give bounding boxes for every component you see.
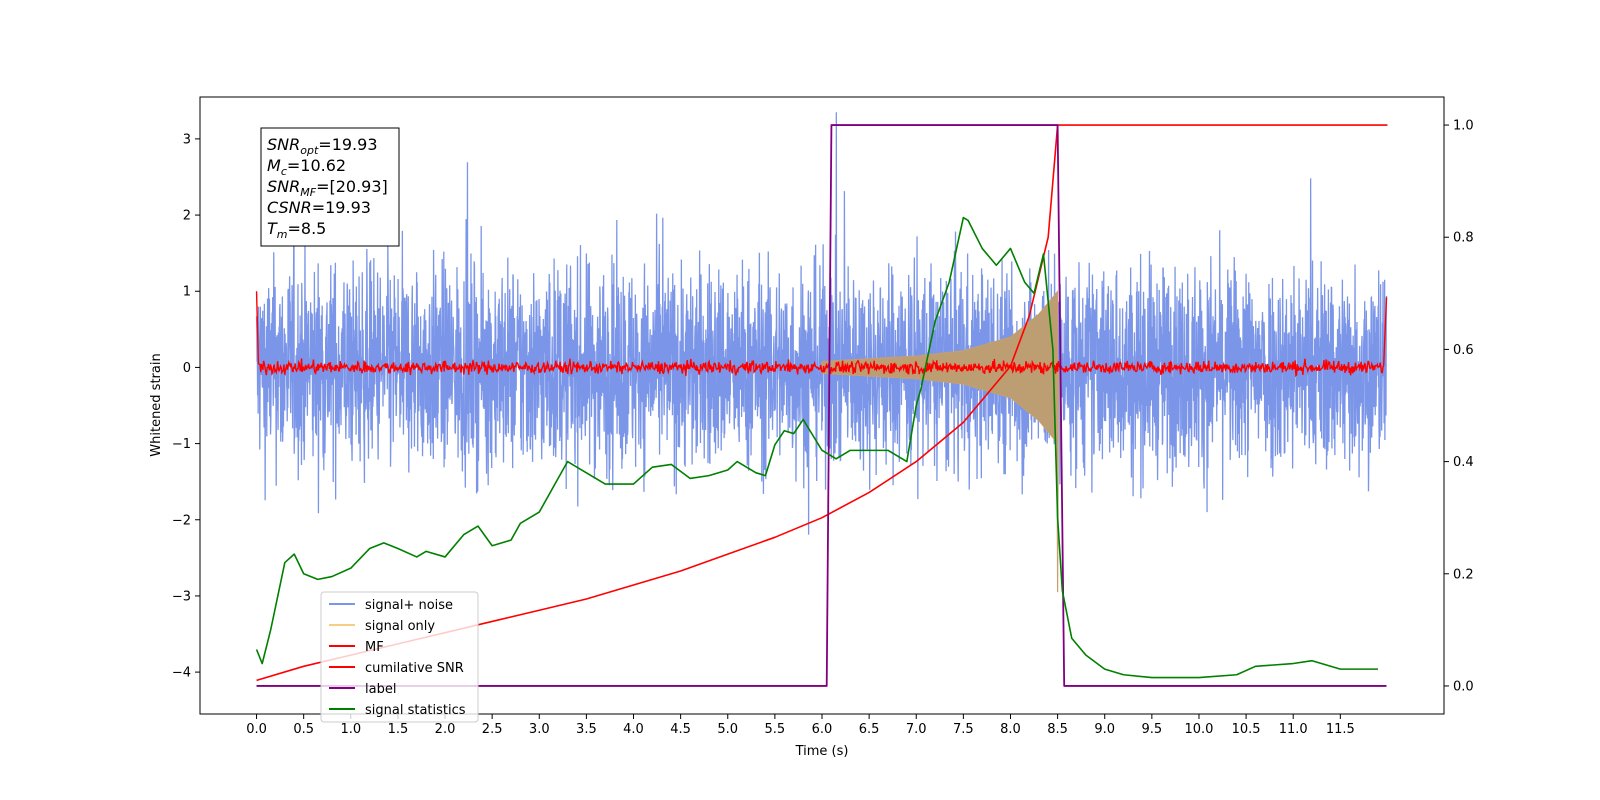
y2-tick-label: 1.0	[1453, 119, 1474, 134]
y-tick-label: −1	[172, 437, 191, 452]
legend-entry: signal+ noise	[365, 598, 453, 613]
legend-entry: label	[365, 682, 396, 697]
x-tick-label: 8.0	[1000, 722, 1021, 737]
y2-tick-label: 0.2	[1453, 567, 1474, 582]
x-tick-label: 5.0	[717, 722, 738, 737]
y-axis-right: 1.0 0.8 0.6 0.4 0.2 0.0	[1444, 119, 1474, 694]
series-mf	[255, 291, 1388, 378]
legend-entry: signal only	[365, 619, 435, 634]
x-tick-label: 3.0	[529, 722, 550, 737]
x-tick-label: 4.0	[623, 722, 644, 737]
annotation-line: SNRopt=19.93	[267, 135, 378, 157]
annotation-line: CSNR=19.93	[267, 198, 371, 217]
y-tick-label: −4	[172, 666, 191, 681]
x-tick-label: 11.0	[1279, 722, 1308, 737]
legend: signal+ noise signal only MF cumilative SNR…	[320, 591, 479, 723]
series-label	[256, 124, 1387, 687]
x-tick-label: 2.5	[482, 722, 503, 737]
series-signal-statistics	[255, 216, 1379, 679]
y-tick-label: 1	[183, 285, 191, 300]
y2-tick-label: 0.8	[1453, 231, 1474, 246]
x-tick-label: 7.0	[906, 722, 927, 737]
annotation-line: Mc=10.62	[267, 156, 346, 178]
x-tick-label: 9.5	[1142, 722, 1163, 737]
x-tick-label: 7.5	[953, 722, 974, 737]
x-tick-label: 3.5	[576, 722, 597, 737]
x-tick-label: 10.5	[1232, 722, 1261, 737]
x-axis: 0.0 0.5 1.0 1.5 2.0 2.5 3.0 3.5 4.0 4.5 5.0 5.5 6.0 6…	[246, 714, 1355, 737]
legend-entry: MF	[365, 640, 384, 655]
x-tick-label: 2.0	[435, 722, 456, 737]
x-tick-label: 0.0	[246, 722, 267, 737]
legend-entry: cumilative SNR	[365, 661, 464, 676]
x-tick-label: 4.5	[670, 722, 691, 737]
annotation-line: SNRMF=[20.93]	[267, 177, 388, 199]
x-tick-label: 11.5	[1326, 722, 1355, 737]
y2-tick-label: 0.0	[1453, 679, 1474, 694]
x-tick-label: 1.5	[388, 722, 409, 737]
x-tick-label: 8.5	[1047, 722, 1068, 737]
y-axis-label: Whitened strain	[149, 353, 164, 456]
signal-only-merger	[1056, 367, 1060, 593]
y-tick-label: −3	[172, 589, 191, 604]
y-tick-label: 0	[183, 361, 191, 376]
legend-entry: signal statistics	[365, 703, 466, 718]
y-tick-label: −2	[172, 513, 191, 528]
annotation-box: SNRopt=19.93Mc=10.62SNRMF=[20.93]CSNR=19…	[260, 127, 400, 247]
x-tick-label: 10.0	[1184, 722, 1213, 737]
y-tick-label: 2	[183, 209, 191, 224]
annotation-frame	[260, 127, 400, 247]
x-tick-label: 1.0	[340, 722, 361, 737]
legend-frame	[320, 591, 479, 723]
y2-tick-label: 0.6	[1453, 343, 1474, 358]
x-tick-label: 6.0	[812, 722, 833, 737]
x-tick-label: 0.5	[293, 722, 314, 737]
y2-tick-label: 0.4	[1453, 455, 1474, 470]
x-axis-label: Time (s)	[795, 744, 849, 759]
annotation-line: Tm=8.5	[267, 219, 326, 241]
y-tick-label: 3	[183, 132, 191, 147]
x-tick-label: 5.5	[765, 722, 786, 737]
y-axis-left: 3 2 1 0 −1 −2 −3 −4	[172, 132, 200, 681]
x-tick-label: 9.0	[1094, 722, 1115, 737]
series-signal-plus-noise	[255, 112, 1388, 535]
x-tick-label: 6.5	[859, 722, 880, 737]
